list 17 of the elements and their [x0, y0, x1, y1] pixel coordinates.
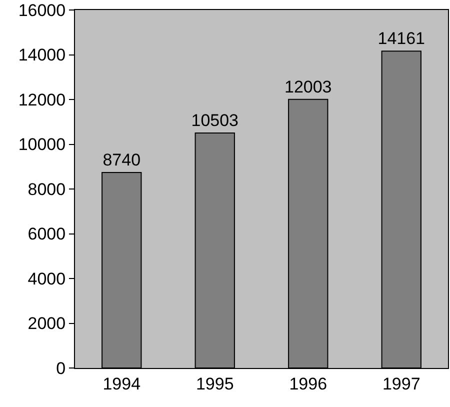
- x-tick-label: 1996: [289, 374, 328, 394]
- data-label: 14161: [378, 29, 426, 48]
- y-tick-label: 4000: [28, 269, 66, 288]
- data-label: 8740: [102, 150, 141, 170]
- y-tick-label: 0: [56, 358, 66, 378]
- y-tick-label: 16000: [18, 0, 66, 20]
- x-tick-label: 1994: [102, 374, 141, 394]
- data-label: 12003: [284, 77, 332, 96]
- data-label: 10503: [191, 111, 239, 130]
- y-tick-label: 14000: [18, 46, 66, 65]
- y-tick-label: 8000: [28, 180, 66, 199]
- x-tick-label: 1997: [382, 374, 420, 394]
- y-tick-label: 10000: [18, 135, 66, 154]
- x-tick-label: 1995: [196, 374, 234, 394]
- y-tick-label: 12000: [18, 90, 66, 110]
- y-tick-label: 2000: [28, 314, 66, 334]
- y-tick-label: 6000: [28, 224, 66, 244]
